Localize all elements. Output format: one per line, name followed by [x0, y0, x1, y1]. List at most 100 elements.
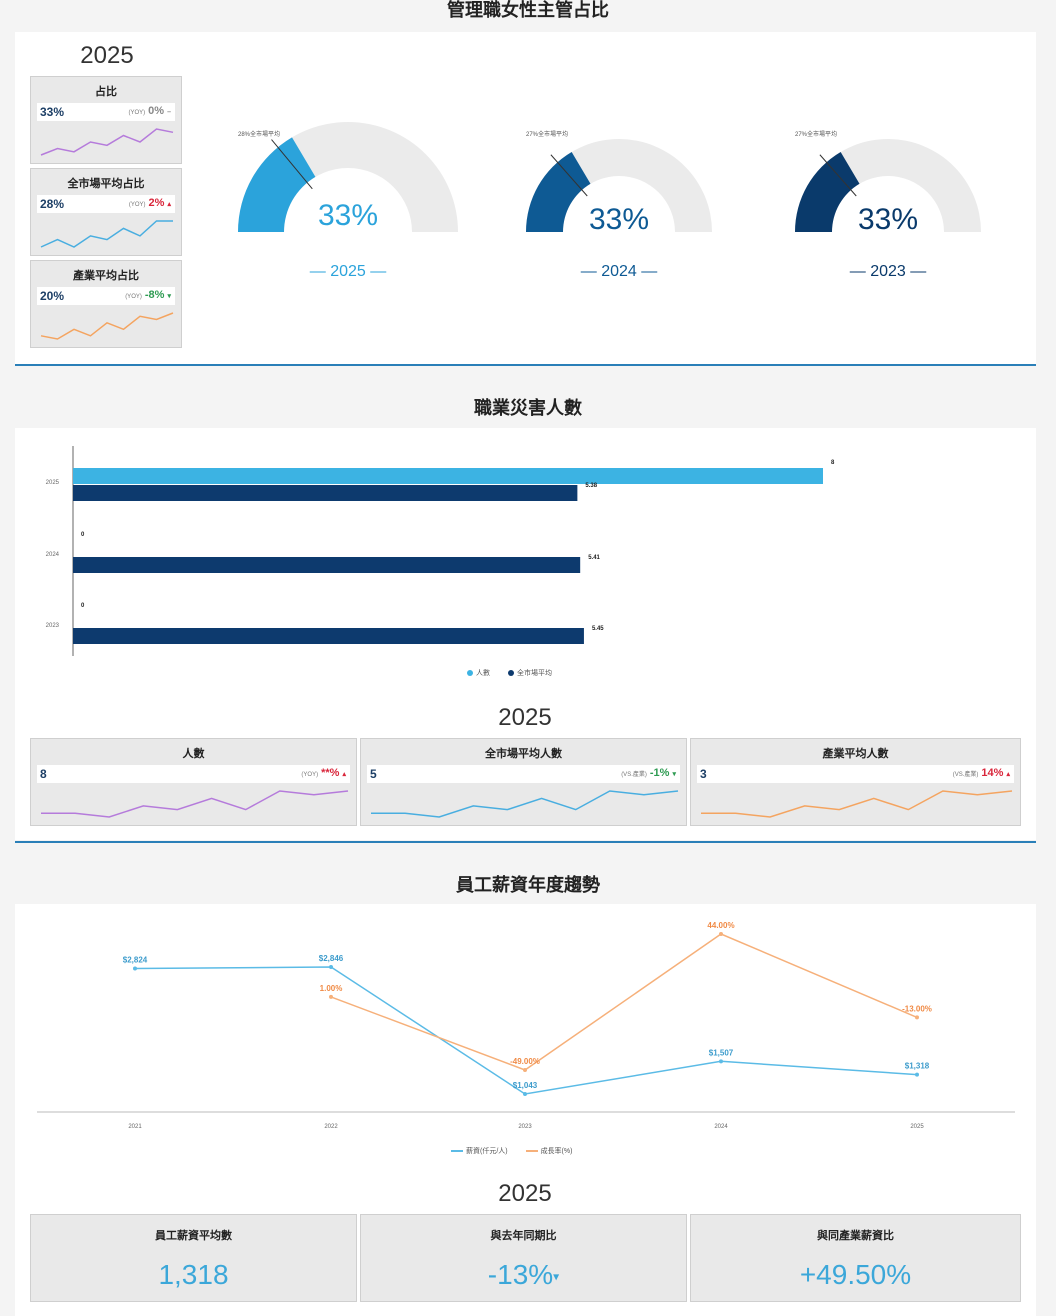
- bar-count[interactable]: [73, 468, 823, 484]
- gauge-year-label: — 2024 —: [581, 263, 657, 280]
- gauge-market-marker: [271, 139, 313, 190]
- kpi-card-title: 與同產業薪資比: [817, 1229, 894, 1242]
- bar-data-label: 0: [81, 532, 85, 538]
- trend-icon: ▴: [342, 771, 346, 778]
- x-tick-label: 2025: [910, 1124, 924, 1130]
- bar-market-avg[interactable]: [73, 485, 578, 501]
- sparkline: [40, 220, 173, 248]
- kpi-card-change: (YOY) **% ▴: [301, 767, 346, 779]
- line-data-label: 44.00%: [707, 921, 734, 930]
- salary-point[interactable]: [133, 966, 137, 971]
- gauge-market-note: 27%全市場平均: [526, 130, 568, 138]
- kpi-card-avg-salary[interactable]: 員工薪資平均數 1,318: [30, 1214, 357, 1302]
- section-title-female-managers: 管理職女性主管占比: [447, 0, 609, 21]
- line-chart-legend: 薪資(仟元/人) 成長率(%): [451, 1146, 588, 1156]
- gauge-market-note: 28%全市場平均: [238, 130, 280, 138]
- growth-line[interactable]: [330, 933, 918, 1071]
- salary-point[interactable]: [915, 1072, 919, 1077]
- bar-data-label: 0: [81, 603, 85, 609]
- sparkline: [40, 128, 174, 156]
- x-tick-label: 2024: [714, 1124, 728, 1130]
- kpi-card-title: 人數: [182, 747, 205, 760]
- kpi-card-change: (VS.產業) 14% ▴: [952, 767, 1010, 779]
- kpi-year: 2025: [498, 704, 552, 731]
- kpi-card-change: (YOY) 2% ▴: [128, 197, 171, 209]
- legend-item-market-avg[interactable]: 全市場平均: [507, 670, 552, 677]
- injury-bar-chart: 2025 8 5.38 2024 0 5.41 2023 0 5.45: [46, 446, 835, 656]
- salary-line-chart: 2021 2022 2023 2024 2025 $2,824 $2,846 $1,043 $1…: [37, 921, 1015, 1130]
- line-data-label: -13.00%: [902, 1004, 932, 1013]
- growth-point[interactable]: [915, 1015, 919, 1020]
- kpi-card-title: 全市場平均占比: [67, 177, 145, 190]
- gauge-year-label: — 2023 —: [850, 263, 926, 280]
- gauge-value-arc: [795, 151, 860, 232]
- bar-data-label: 8: [831, 460, 835, 466]
- growth-point[interactable]: [523, 1068, 527, 1072]
- trend-icon: ▾: [672, 771, 676, 778]
- occupational-injuries-panel: 2025 8 5.38 2024 0 5.41 2023 0 5.45 人數 全市場平均 202…: [15, 428, 1036, 840]
- kpi-card-change: (YOY) -8% ▾: [125, 289, 171, 301]
- kpi-card[interactable]: 占比 33% (YOY) 0% –: [30, 76, 182, 164]
- gauge-value-arc: [238, 137, 316, 232]
- line-data-label: $1,318: [905, 1062, 930, 1071]
- legend-item-count[interactable]: 人數: [467, 670, 490, 677]
- kpi-card-value: 1,318: [158, 1259, 229, 1290]
- kpi-year: 2025: [80, 42, 134, 69]
- kpi-card-value: 8: [40, 767, 47, 781]
- kpi-card-value: 33%: [40, 105, 65, 119]
- kpi-card-yoy[interactable]: 與去年同期比 -13%▾: [360, 1214, 687, 1302]
- growth-point[interactable]: [719, 932, 723, 936]
- trend-icon: ▾: [167, 293, 171, 300]
- kpi-card-row: 3 (VS.產業) 14% ▴: [697, 765, 1014, 783]
- bar-market-avg[interactable]: [73, 628, 584, 644]
- x-tick-label: 2022: [324, 1124, 338, 1130]
- kpi-card-row: 20% (YOY) -8% ▾: [37, 287, 175, 305]
- line-data-label: $2,846: [319, 954, 344, 963]
- salary-point[interactable]: [523, 1092, 527, 1096]
- kpi-card-title: 產業平均占比: [73, 269, 139, 282]
- x-tick-label: 2021: [128, 1124, 142, 1130]
- section-divider: [15, 841, 1036, 843]
- line-data-label: -49.00%: [510, 1057, 540, 1066]
- kpi-card[interactable]: 人數 8 (YOY) **% ▴: [30, 738, 357, 826]
- section-title-occupational-injuries: 職業災害人數: [474, 398, 582, 419]
- kpi-card-title: 員工薪資平均數: [155, 1229, 232, 1242]
- kpi-card-title: 占比: [95, 85, 117, 98]
- category-tick-label: 2025: [46, 480, 60, 486]
- salary-line[interactable]: [134, 966, 918, 1095]
- legend-item-salary[interactable]: 薪資(仟元/人): [451, 1148, 508, 1155]
- kpi-card-value: -13%▾: [487, 1259, 560, 1290]
- kpi-card-title: 產業平均人數: [822, 747, 889, 760]
- x-tick-label: 2023: [518, 1124, 532, 1130]
- kpi-card-title: 與去年同期比: [490, 1229, 557, 1242]
- salary-point[interactable]: [329, 965, 333, 969]
- kpi-card-value: +49.50%: [799, 1259, 912, 1290]
- gauge-market-note: 27%全市場平均: [795, 130, 837, 138]
- trend-icon: –: [167, 109, 171, 116]
- trend-icon: ▴: [1006, 771, 1010, 778]
- bar-market-avg[interactable]: [73, 557, 581, 573]
- kpi-card[interactable]: 產業平均占比 20% (YOY) -8% ▾: [30, 260, 182, 348]
- kpi-card[interactable]: 全市場平均占比 28% (YOY) 2% ▴: [30, 168, 182, 256]
- gauge-value-label: 33%: [589, 203, 649, 236]
- gauge-value-label: 33%: [858, 203, 918, 236]
- gauge-year-label: — 2025 —: [310, 263, 386, 280]
- kpi-card[interactable]: 全市場平均人數 5 (VS.產業) -1% ▾: [360, 738, 687, 826]
- kpi-card-industry-ratio[interactable]: 與同產業薪資比 +49.50%: [690, 1214, 1021, 1302]
- line-data-label: $1,507: [709, 1048, 734, 1057]
- kpi-card-title: 全市場平均人數: [485, 747, 562, 760]
- gauge-value-arc: [526, 151, 591, 232]
- category-tick-label: 2024: [46, 552, 60, 558]
- kpi-card-change: (VS.產業) -1% ▾: [621, 767, 676, 779]
- growth-point[interactable]: [329, 994, 333, 999]
- kpi-card[interactable]: 產業平均人數 3 (VS.產業) 14% ▴: [690, 738, 1021, 826]
- kpi-card-value: 20%: [40, 289, 65, 303]
- sparkline: [701, 790, 1013, 818]
- trend-down-icon: ▾: [553, 1269, 560, 1284]
- legend-item-growth[interactable]: 成長率(%): [525, 1148, 572, 1155]
- kpi-card-row: 5 (VS.產業) -1% ▾: [367, 765, 680, 783]
- sparkline: [41, 790, 349, 818]
- gauge-market-marker: [819, 154, 857, 197]
- salary-point[interactable]: [719, 1059, 723, 1064]
- category-tick-label: 2023: [46, 623, 60, 629]
